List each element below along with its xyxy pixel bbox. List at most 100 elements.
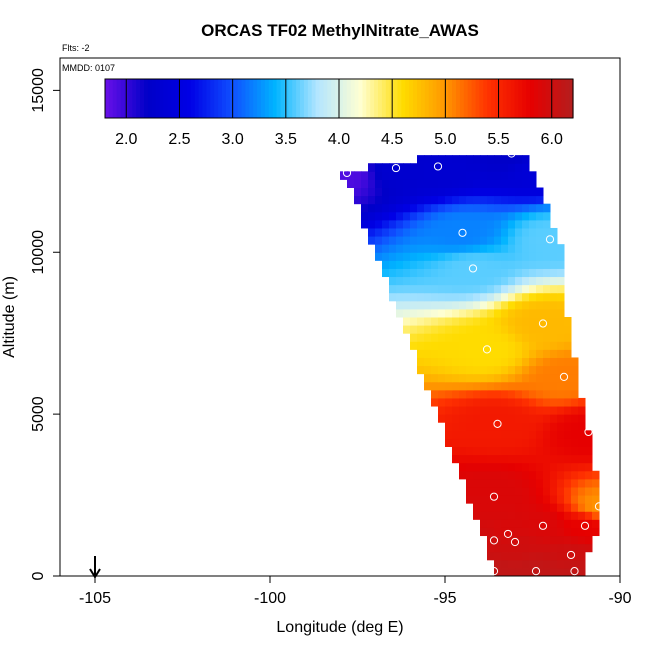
- heatmap-cell: [459, 349, 467, 358]
- heatmap-cell: [494, 227, 502, 237]
- heatmap-cell: [487, 495, 495, 504]
- heatmap-cell: [536, 438, 544, 447]
- heatmap-cell: [501, 495, 509, 504]
- heatmap-cell: [487, 155, 495, 164]
- colorbar-swatch: [541, 79, 547, 118]
- heatmap-cell: [382, 244, 390, 253]
- heatmap-cell: [424, 195, 432, 205]
- heatmap-cell: [529, 171, 537, 180]
- colorbar-swatch: [459, 79, 465, 118]
- heatmap-cell: [375, 236, 383, 245]
- colorbar-swatch: [479, 79, 484, 118]
- heatmap-cell: [571, 381, 579, 391]
- heatmap-cell: [522, 325, 530, 334]
- heatmap-cell: [508, 203, 516, 213]
- heatmap-cell: [389, 260, 397, 269]
- colorbar-swatch: [358, 79, 363, 118]
- heatmap-cell: [473, 495, 481, 504]
- colorbar-swatch: [362, 79, 367, 118]
- heatmap-cell: [536, 389, 544, 399]
- heatmap-cell: [501, 292, 509, 302]
- heatmap-cell: [550, 567, 558, 577]
- heatmap-cell: [452, 179, 460, 188]
- heatmap-cell: [396, 236, 404, 245]
- heatmap-cell: [480, 244, 488, 253]
- heatmap-cell: [459, 292, 467, 302]
- heatmap-cell: [487, 462, 495, 472]
- heatmap-cell: [424, 236, 432, 245]
- heatmap-cell: [410, 171, 418, 180]
- heatmap-cell: [347, 179, 355, 188]
- heatmap-cell: [508, 446, 516, 456]
- heatmap-cell: [494, 414, 502, 423]
- sample-point: [489, 567, 499, 576]
- heatmap-cell: [529, 179, 537, 188]
- heatmap-cell: [466, 373, 474, 383]
- heatmap-cell: [529, 308, 537, 318]
- heatmap-cell: [473, 349, 481, 358]
- arrow-head: [89, 568, 101, 579]
- colorbar-swatch: [233, 79, 239, 118]
- heatmap-cell: [501, 511, 509, 520]
- heatmap-cell: [389, 203, 397, 213]
- heatmap-cell: [480, 308, 488, 318]
- heatmap-cell: [515, 219, 523, 229]
- heatmap-cell: [466, 325, 474, 334]
- colorbar-swatch: [315, 79, 321, 118]
- heatmap-cell: [571, 527, 579, 537]
- heatmap-cell: [536, 422, 544, 431]
- heatmap-cell: [473, 454, 481, 464]
- heatmap-cell: [501, 543, 509, 553]
- heatmap-cell: [382, 260, 390, 269]
- heatmap-cell: [438, 317, 446, 326]
- heatmap-cell: [459, 260, 467, 269]
- heatmap-cell: [466, 381, 474, 391]
- colorbar-swatch: [218, 79, 223, 118]
- heatmap-cell: [529, 559, 537, 569]
- heatmap-cell: [459, 317, 467, 326]
- heatmap-cell: [501, 171, 509, 180]
- heatmap-cell: [445, 268, 453, 278]
- heatmap-cell: [452, 227, 460, 237]
- sample-point: [594, 502, 604, 511]
- heatmap-cell: [550, 503, 558, 512]
- heatmap-cell: [403, 227, 411, 237]
- heatmap-cell: [536, 543, 544, 553]
- colorbar-swatch: [253, 79, 258, 118]
- heatmap-cell: [536, 551, 544, 561]
- heatmap-cell: [403, 260, 411, 269]
- y-axis-label: Altitude (m): [1, 276, 18, 358]
- heatmap-cell: [396, 219, 404, 229]
- heatmap-cell: [473, 260, 481, 269]
- heatmap-cell: [536, 187, 544, 197]
- heatmap-cell: [396, 308, 404, 318]
- heatmap-cell: [536, 268, 544, 278]
- heatmap-cell: [571, 462, 579, 472]
- heatmap-cell: [515, 462, 523, 472]
- heatmap-cell: [522, 155, 530, 164]
- heatmap-cell: [487, 341, 495, 350]
- colorbar-swatch: [436, 79, 441, 118]
- heatmap-cell: [452, 349, 460, 358]
- heatmap-cell: [508, 559, 516, 569]
- heatmap-cell: [508, 300, 516, 310]
- heatmap-cell: [536, 495, 544, 504]
- heatmap-cell: [410, 341, 418, 350]
- heatmap-cell: [445, 219, 453, 229]
- heatmap-cell: [487, 446, 495, 456]
- heatmap-cell: [508, 414, 516, 423]
- heatmap-cell: [571, 486, 579, 496]
- colorbar-swatch: [303, 79, 309, 118]
- colorbar-swatch: [268, 79, 274, 118]
- heatmap-cell: [417, 317, 425, 326]
- heatmap-cell: [494, 543, 502, 553]
- heatmap-cell: [473, 195, 481, 205]
- heatmap-cell: [550, 519, 558, 528]
- heatmap-cell: [508, 227, 516, 237]
- heatmap-cell: [508, 373, 516, 383]
- heatmap-cell: [564, 438, 572, 447]
- heatmap-cell: [501, 535, 509, 545]
- heatmap-cell: [459, 163, 467, 172]
- heatmap-cell: [445, 179, 453, 188]
- heatmap-cell: [487, 397, 495, 407]
